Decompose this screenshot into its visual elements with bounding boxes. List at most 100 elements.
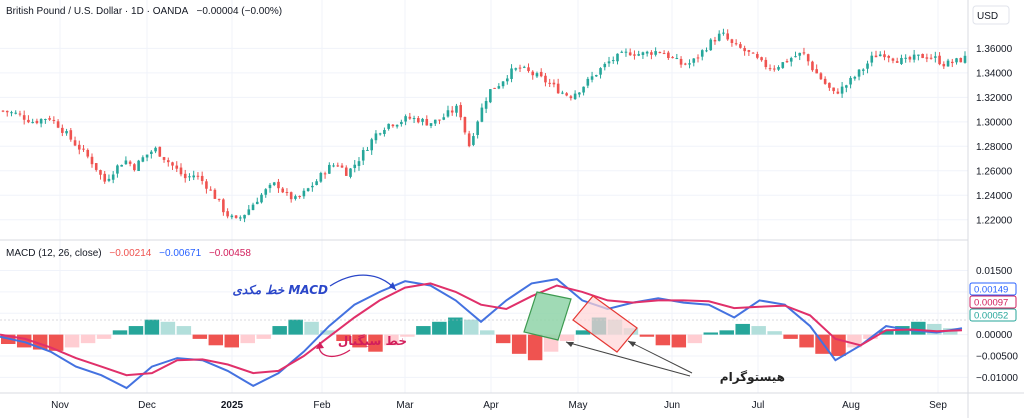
candle-body <box>654 51 657 55</box>
candle-body <box>298 196 301 198</box>
candle-body <box>412 118 416 120</box>
candle-body <box>311 185 314 188</box>
candle-body <box>726 33 729 40</box>
currency-button[interactable]: USD <box>972 5 1010 25</box>
candle-body <box>607 61 611 64</box>
histogram-bar <box>655 334 671 346</box>
candle-body <box>179 167 183 175</box>
candle-body <box>912 54 916 60</box>
candle-body <box>637 54 640 56</box>
candle-body <box>196 175 200 177</box>
time-tick-label: May <box>569 400 588 411</box>
candle-body <box>963 55 967 63</box>
candle-body <box>357 161 361 166</box>
candle-body <box>764 59 768 68</box>
candle-body <box>438 119 441 121</box>
candle-body <box>111 174 115 180</box>
candle-body <box>82 148 85 150</box>
macd-legend-signal-value: −0.00458 <box>209 248 251 259</box>
candle-body <box>52 119 56 121</box>
macd-legend-title: MACD (12, 26, close) <box>6 248 102 259</box>
candle-body <box>904 57 907 59</box>
histogram-bar <box>559 334 575 342</box>
candle-body <box>845 85 848 88</box>
candle-body <box>806 54 810 62</box>
candle-body <box>425 119 429 126</box>
candle-body <box>950 61 954 64</box>
candle-body <box>789 58 793 62</box>
candle-body <box>921 53 924 59</box>
histogram-bar <box>176 326 192 335</box>
candle-body <box>472 136 475 145</box>
histogram-bar <box>256 334 271 339</box>
histogram-bar <box>96 334 112 339</box>
price-axis[interactable]: 1.36000 1.34000 1.32000 1.30000 1.28000 1.260… <box>976 44 1013 226</box>
candle-body <box>86 149 90 157</box>
candle-body <box>556 83 560 94</box>
price-tick-label: 1.24000 <box>976 191 1013 202</box>
value-badge-text: 0.00097 <box>974 298 1008 309</box>
candle-body <box>200 175 204 182</box>
histogram-bar <box>288 319 303 335</box>
candle-body <box>48 118 51 120</box>
candle-body <box>433 119 437 124</box>
candle-body <box>332 165 335 167</box>
time-axis[interactable]: Nov Dec 2025 Feb Mar Apr May Jun Jul Aug Sep <box>51 400 947 411</box>
candle-body <box>446 110 450 117</box>
candle-body <box>641 52 645 55</box>
candle-body <box>230 215 234 218</box>
macd-annotation: خط مکدی MACD <box>232 283 328 297</box>
candle-body <box>484 101 488 109</box>
vertical-grid <box>59 0 939 393</box>
histogram-bar <box>272 326 287 335</box>
candle-body <box>69 130 73 140</box>
histogram-bar <box>911 321 926 335</box>
price-tick-label: 1.22000 <box>976 215 1013 226</box>
candle-body <box>455 105 458 113</box>
candle-body <box>370 139 373 151</box>
macd-tick-label: 0.01500 <box>976 266 1013 277</box>
candle-body <box>94 163 98 170</box>
candle-body <box>222 199 225 213</box>
candle-body <box>374 133 378 141</box>
candle-body <box>662 53 666 55</box>
histogram-bar <box>767 331 782 335</box>
candle-body <box>853 76 857 79</box>
histogram-bar <box>735 323 750 335</box>
candle-body <box>353 164 357 169</box>
candle-body <box>145 154 149 158</box>
candle-body <box>849 77 852 85</box>
time-tick-label: Jul <box>752 400 765 411</box>
candle-body <box>527 67 530 72</box>
histogram-bar <box>208 334 224 346</box>
candle-body <box>518 67 522 69</box>
candle-body <box>891 58 895 61</box>
histogram-bar <box>416 326 431 335</box>
candle-body <box>667 52 670 58</box>
candle-body <box>739 44 742 48</box>
candle-body <box>150 151 153 154</box>
candle-body <box>586 78 590 86</box>
candle-body <box>395 124 399 127</box>
value-badge: 0.00149 <box>969 282 1017 296</box>
price-grid <box>0 47 968 221</box>
time-tick-label: Mar <box>396 400 414 411</box>
histogram-bar <box>224 334 239 348</box>
candle-body <box>450 110 454 113</box>
candlestick-series[interactable] <box>1 28 967 223</box>
histogram-bar <box>240 334 255 344</box>
candle-body <box>645 51 649 54</box>
candle-body <box>162 157 166 160</box>
candle-body <box>35 120 39 124</box>
candle-body <box>302 190 306 197</box>
price-tick-label: 1.36000 <box>976 44 1013 55</box>
candle-body <box>514 68 518 70</box>
histogram-bar <box>703 332 718 335</box>
candle-body <box>794 56 797 58</box>
candle-body <box>133 164 136 171</box>
value-badges: 0.00149 0.00097 0.00052 <box>969 282 1017 322</box>
symbol-title: British Pound / U.S. Dollar · 1D · OANDA <box>6 6 189 17</box>
candle-body <box>99 170 102 175</box>
time-tick-label: Feb <box>313 400 331 411</box>
candle-body <box>192 175 196 178</box>
